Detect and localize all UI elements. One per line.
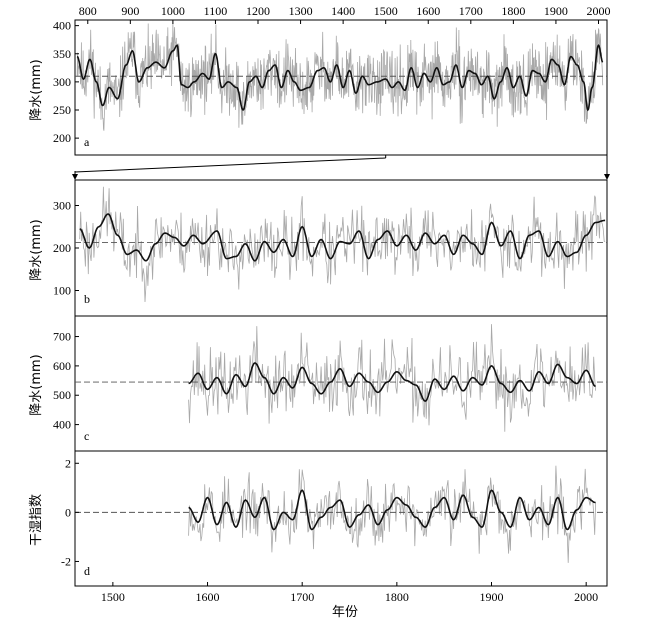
ytick-label-d-1: 0 (65, 505, 71, 519)
ylabel-b: 降水(mm) (29, 219, 44, 280)
zoom-arrowhead-left (72, 174, 78, 180)
xtick-label-a-10: 1800 (501, 4, 525, 18)
xtick-label-a-9: 1700 (459, 4, 483, 18)
xlabel: 年份 (332, 605, 358, 620)
annual-series-layer (76, 21, 606, 563)
panel-label-d: d (84, 564, 90, 578)
ytick-label-c-0: 400 (53, 418, 71, 432)
annual-series-d (188, 465, 596, 563)
panel-label-a: a (84, 135, 90, 149)
xtick-label-a-12: 2000 (586, 4, 610, 18)
xtick-label-a-2: 1000 (161, 4, 185, 18)
smoothed-series-layer (76, 44, 606, 531)
ylabel-d: 干湿指数 (29, 494, 44, 546)
xtick-label-a-0: 800 (79, 4, 97, 18)
mean-line-layer (75, 75, 607, 513)
ylabel-c: 降水(mm) (29, 354, 44, 415)
annual-series-b (79, 186, 606, 303)
zoom-arrowhead-right (604, 174, 610, 180)
xtick-label-d-5: 2000 (574, 590, 598, 604)
panel-label-c: c (84, 429, 89, 443)
xtick-label-d-4: 1900 (480, 590, 504, 604)
xtick-label-a-5: 1300 (289, 4, 313, 18)
ytick-label-a-1: 250 (53, 103, 71, 117)
panel-frame-d (74, 450, 608, 587)
xtick-label-a-1: 900 (121, 4, 139, 18)
ytick-label-b-0: 100 (53, 284, 71, 298)
ytick-label-b-1: 200 (53, 241, 71, 255)
panel-frame-a (74, 19, 608, 156)
ytick-label-c-2: 600 (53, 359, 71, 373)
xtick-label-a-3: 1100 (204, 4, 228, 18)
annual-series-a (76, 21, 604, 131)
smoothed-series-c (188, 362, 596, 402)
xtick-label-a-6: 1400 (331, 4, 355, 18)
xtick-label-d-1: 1600 (196, 590, 220, 604)
ytick-label-a-4: 400 (53, 19, 71, 33)
ytick-label-c-3: 700 (53, 330, 71, 344)
panel-frame-c (74, 315, 608, 452)
ytick-label-a-0: 200 (53, 131, 71, 145)
ytick-label-d-2: 2 (65, 456, 71, 470)
ytick-label-a-3: 350 (53, 47, 71, 61)
smoothed-series-a (76, 44, 604, 112)
xtick-label-a-4: 1200 (246, 4, 270, 18)
zoom-connector (72, 155, 610, 180)
ytick-label-c-1: 500 (53, 388, 71, 402)
xtick-label-d-3: 1800 (385, 590, 409, 604)
ylabel-a: 降水(mm) (29, 59, 44, 120)
ytick-label-d-0: -2 (61, 554, 71, 568)
xtick-label-d-2: 1700 (290, 590, 314, 604)
xtick-label-a-11: 1900 (544, 4, 568, 18)
smoothed-series-b (79, 213, 606, 262)
xtick-label-a-7: 1500 (374, 4, 398, 18)
xtick-label-a-8: 1600 (416, 4, 440, 18)
xtick-label-d-0: 1500 (101, 590, 125, 604)
panel-label-b: b (84, 292, 90, 306)
ytick-label-b-2: 300 (53, 199, 71, 213)
ytick-label-a-2: 300 (53, 75, 71, 89)
zoom-line-left (74, 157, 386, 173)
annual-series-c (188, 324, 596, 432)
panel-frames (74, 19, 608, 587)
smoothed-series-d (188, 489, 596, 531)
